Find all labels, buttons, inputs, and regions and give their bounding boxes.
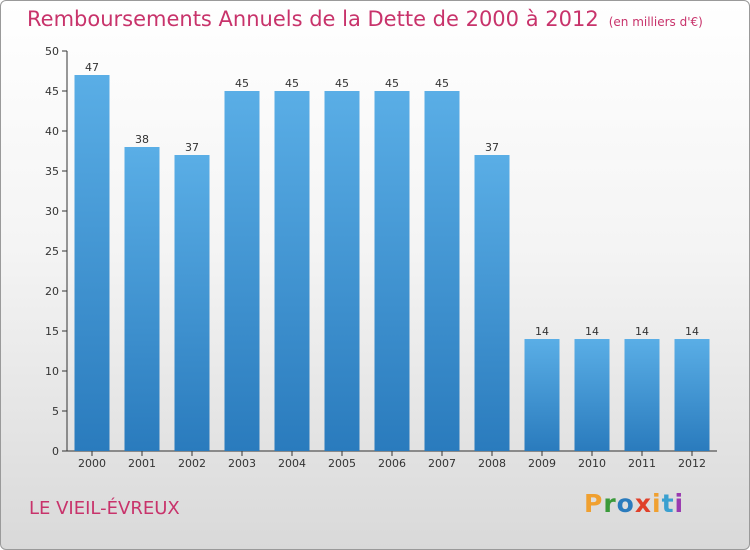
y-tick-label: 5 bbox=[52, 405, 59, 418]
bar-2005 bbox=[324, 91, 360, 451]
bar-2012 bbox=[674, 339, 710, 451]
bar-2006 bbox=[374, 91, 410, 451]
bar-2008 bbox=[474, 155, 510, 451]
bar-2011 bbox=[624, 339, 660, 451]
y-tick-label: 50 bbox=[45, 45, 59, 58]
bar-2001 bbox=[124, 147, 160, 451]
bar-value-label-2012: 14 bbox=[685, 325, 699, 338]
bar-value-label-2000: 47 bbox=[85, 61, 99, 74]
x-tick-label-2010: 2010 bbox=[578, 457, 606, 470]
x-tick-label-2004: 2004 bbox=[278, 457, 306, 470]
logo-letter: r bbox=[603, 489, 617, 518]
chart-bars: 47 38 37 45 45 45 45 45 37 14 14 14 14 bbox=[74, 61, 710, 451]
x-tick-label-2012: 2012 bbox=[678, 457, 706, 470]
y-tick-label: 0 bbox=[52, 445, 59, 458]
y-tick-label: 45 bbox=[45, 85, 59, 98]
bar-value-label-2009: 14 bbox=[535, 325, 549, 338]
chart-title: Remboursements Annuels de la Dette de 20… bbox=[27, 7, 703, 31]
bar-value-label-2002: 37 bbox=[185, 141, 199, 154]
bar-2003 bbox=[224, 91, 260, 451]
chart-unit: (en milliers d'€) bbox=[608, 15, 703, 29]
bar-value-label-2006: 45 bbox=[385, 77, 399, 90]
bar-2010 bbox=[574, 339, 610, 451]
y-tick-label: 10 bbox=[45, 365, 59, 378]
logo-letter: x bbox=[634, 489, 652, 518]
x-tick-label-2008: 2008 bbox=[478, 457, 506, 470]
bar-2002 bbox=[174, 155, 210, 451]
bar-value-label-2008: 37 bbox=[485, 141, 499, 154]
chart-title-text: Remboursements Annuels de la Dette de 20… bbox=[27, 7, 599, 31]
logo-letter: i bbox=[652, 489, 662, 518]
x-tick-label-2002: 2002 bbox=[178, 457, 206, 470]
logo-letter: o bbox=[616, 489, 635, 518]
x-tick-label-2007: 2007 bbox=[428, 457, 456, 470]
bar-value-label-2001: 38 bbox=[135, 133, 149, 146]
y-tick-label: 20 bbox=[45, 285, 59, 298]
bar-2007 bbox=[424, 91, 460, 451]
bar-2009 bbox=[524, 339, 560, 451]
bar-value-label-2007: 45 bbox=[435, 77, 449, 90]
bar-value-label-2010: 14 bbox=[585, 325, 599, 338]
x-tick-label-2005: 2005 bbox=[328, 457, 356, 470]
y-tick-label: 15 bbox=[45, 325, 59, 338]
logo-letter: i bbox=[674, 489, 685, 518]
y-tick-label: 35 bbox=[45, 165, 59, 178]
bar-value-label-2003: 45 bbox=[235, 77, 249, 90]
y-tick-label: 30 bbox=[45, 205, 59, 218]
commune-name: LE VIEIL-ÉVREUX bbox=[29, 498, 180, 519]
bar-2000 bbox=[74, 75, 110, 451]
x-tick-label-2006: 2006 bbox=[378, 457, 406, 470]
bar-value-label-2005: 45 bbox=[335, 77, 349, 90]
x-tick-label-2003: 2003 bbox=[228, 457, 256, 470]
x-tick-label-2011: 2011 bbox=[628, 457, 656, 470]
proxiti-logo: Proxiti bbox=[584, 489, 684, 518]
bar-2004 bbox=[274, 91, 310, 451]
x-tick-label-2001: 2001 bbox=[128, 457, 156, 470]
logo-letter: t bbox=[661, 489, 675, 518]
x-tick-label-2000: 2000 bbox=[78, 457, 106, 470]
x-tick-label-2009: 2009 bbox=[528, 457, 556, 470]
y-tick-label: 25 bbox=[45, 245, 59, 258]
bar-value-label-2011: 14 bbox=[635, 325, 649, 338]
bar-value-label-2004: 45 bbox=[285, 77, 299, 90]
chart-axes: 0 5 10 15 20 25 30 35 40 45 50 2000 2001 2002 2003 2004… bbox=[45, 45, 717, 470]
y-tick-label: 40 bbox=[45, 125, 59, 138]
logo-letter: P bbox=[584, 489, 604, 518]
